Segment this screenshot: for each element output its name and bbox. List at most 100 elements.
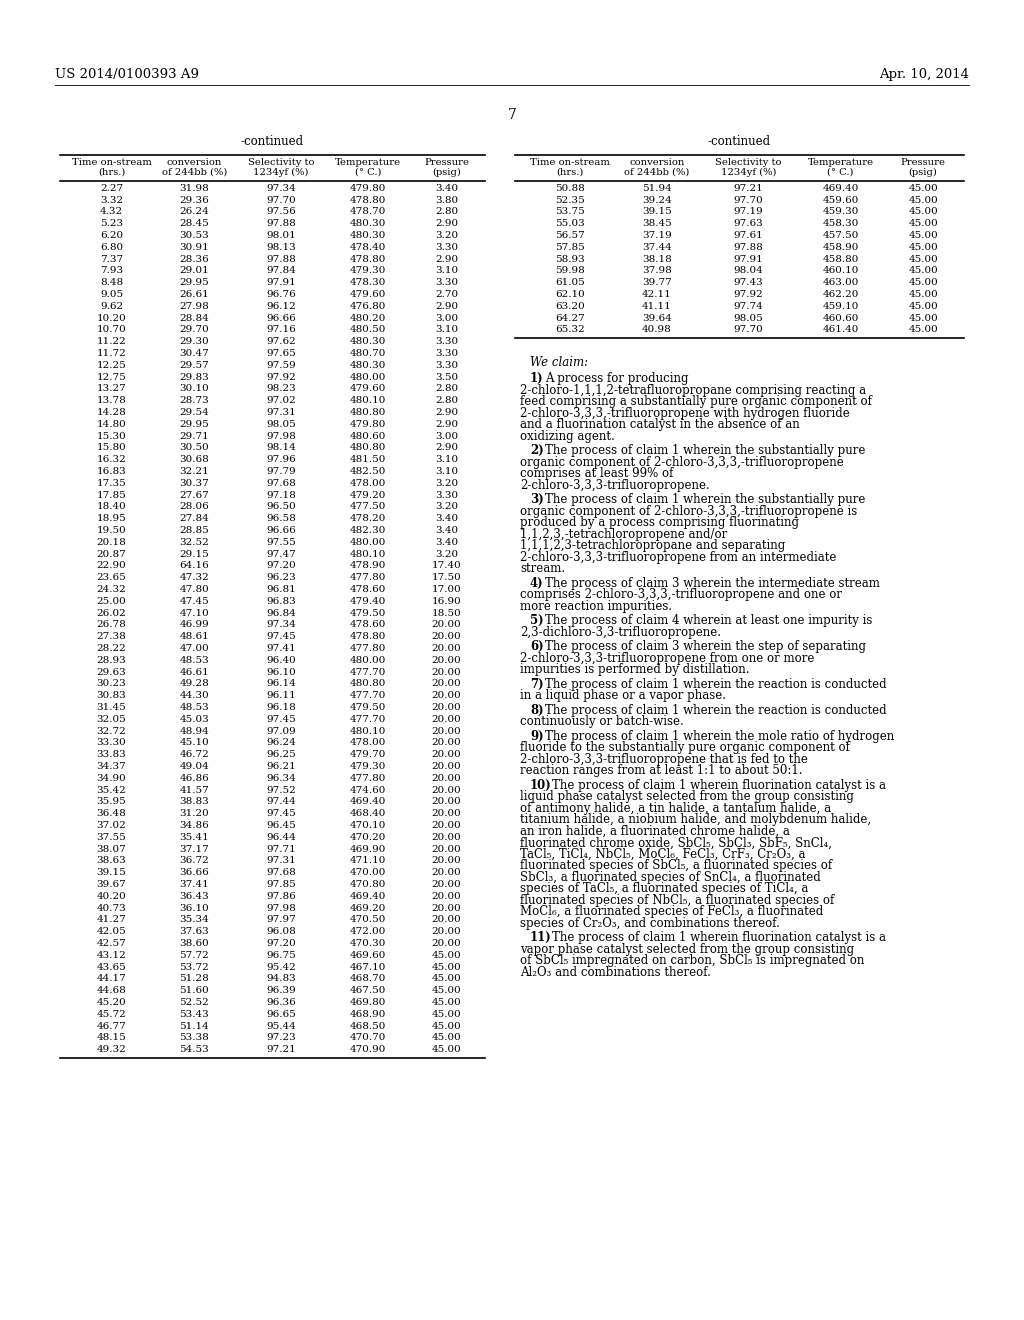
Text: 460.60: 460.60 <box>822 314 859 322</box>
Text: 96.34: 96.34 <box>266 774 296 783</box>
Text: 20.18: 20.18 <box>96 537 126 546</box>
Text: 480.80: 480.80 <box>350 444 386 453</box>
Text: 46.61: 46.61 <box>179 668 209 677</box>
Text: 97.62: 97.62 <box>266 337 296 346</box>
Text: 470.90: 470.90 <box>350 1045 386 1055</box>
Text: 27.84: 27.84 <box>179 515 209 523</box>
Text: 45.00: 45.00 <box>432 998 462 1007</box>
Text: 20.00: 20.00 <box>432 857 462 866</box>
Text: comprises 2-chloro-3,3,3,-trifluoropropene and one or: comprises 2-chloro-3,3,3,-trifluoroprope… <box>520 589 842 602</box>
Text: 48.53: 48.53 <box>179 704 209 711</box>
Text: 472.00: 472.00 <box>350 927 386 936</box>
Text: fluorinated chrome oxide, SbCl₅, SbCl₃, SbF₅, SnCl₄,: fluorinated chrome oxide, SbCl₅, SbCl₃, … <box>520 837 831 849</box>
Text: 17.40: 17.40 <box>432 561 462 570</box>
Text: 96.12: 96.12 <box>266 302 296 310</box>
Text: 64.16: 64.16 <box>179 561 209 570</box>
Text: 97.70: 97.70 <box>266 195 296 205</box>
Text: 458.30: 458.30 <box>822 219 859 228</box>
Text: 29.57: 29.57 <box>179 360 209 370</box>
Text: 31.98: 31.98 <box>179 183 209 193</box>
Text: 3.20: 3.20 <box>435 503 458 511</box>
Text: 39.24: 39.24 <box>642 195 672 205</box>
Text: 16.83: 16.83 <box>96 467 126 477</box>
Text: 48.94: 48.94 <box>179 726 209 735</box>
Text: 20.00: 20.00 <box>432 845 462 854</box>
Text: 479.70: 479.70 <box>350 750 386 759</box>
Text: 469.60: 469.60 <box>350 950 386 960</box>
Text: 12.75: 12.75 <box>96 372 126 381</box>
Text: 96.65: 96.65 <box>266 1010 296 1019</box>
Text: 97.68: 97.68 <box>266 479 296 488</box>
Text: 20.00: 20.00 <box>432 809 462 818</box>
Text: 13.27: 13.27 <box>96 384 126 393</box>
Text: 3.00: 3.00 <box>435 314 458 322</box>
Text: 5.23: 5.23 <box>100 219 123 228</box>
Text: 477.70: 477.70 <box>350 668 386 677</box>
Text: 5): 5) <box>530 614 544 627</box>
Text: 30.53: 30.53 <box>179 231 209 240</box>
Text: 97.31: 97.31 <box>266 408 296 417</box>
Text: 20.00: 20.00 <box>432 927 462 936</box>
Text: 2.27: 2.27 <box>100 183 123 193</box>
Text: 49.28: 49.28 <box>179 680 209 689</box>
Text: 96.75: 96.75 <box>266 950 296 960</box>
Text: 30.83: 30.83 <box>96 692 126 700</box>
Text: 28.84: 28.84 <box>179 314 209 322</box>
Text: 97.44: 97.44 <box>266 797 296 807</box>
Text: of 244bb (%): of 244bb (%) <box>625 168 689 177</box>
Text: in a liquid phase or a vapor phase.: in a liquid phase or a vapor phase. <box>520 689 726 702</box>
Text: 459.10: 459.10 <box>822 302 859 310</box>
Text: 57.72: 57.72 <box>179 950 209 960</box>
Text: 97.65: 97.65 <box>266 348 296 358</box>
Text: 478.30: 478.30 <box>350 279 386 288</box>
Text: 96.10: 96.10 <box>266 668 296 677</box>
Text: 57.85: 57.85 <box>555 243 585 252</box>
Text: 3.20: 3.20 <box>435 231 458 240</box>
Text: 27.98: 27.98 <box>179 302 209 310</box>
Text: 98.13: 98.13 <box>266 243 296 252</box>
Text: 478.40: 478.40 <box>350 243 386 252</box>
Text: 478.80: 478.80 <box>350 632 386 642</box>
Text: 20.00: 20.00 <box>432 892 462 900</box>
Text: 3.40: 3.40 <box>435 525 458 535</box>
Text: 479.60: 479.60 <box>350 384 386 393</box>
Text: more reaction impurities.: more reaction impurities. <box>520 599 672 612</box>
Text: The process of claim 1 wherein the reaction is conducted: The process of claim 1 wherein the react… <box>545 704 887 717</box>
Text: 29.54: 29.54 <box>179 408 209 417</box>
Text: 45.00: 45.00 <box>908 183 938 193</box>
Text: 45.00: 45.00 <box>908 219 938 228</box>
Text: 20.00: 20.00 <box>432 939 462 948</box>
Text: 63.20: 63.20 <box>555 302 585 310</box>
Text: 8.48: 8.48 <box>100 279 123 288</box>
Text: 16.90: 16.90 <box>432 597 462 606</box>
Text: 38.07: 38.07 <box>96 845 126 854</box>
Text: 470.80: 470.80 <box>350 880 386 888</box>
Text: 29.36: 29.36 <box>179 195 209 205</box>
Text: 97.56: 97.56 <box>266 207 296 216</box>
Text: oxidizing agent.: oxidizing agent. <box>520 430 614 444</box>
Text: 480.10: 480.10 <box>350 396 386 405</box>
Text: 37.02: 37.02 <box>96 821 126 830</box>
Text: 457.50: 457.50 <box>822 231 859 240</box>
Text: 45.72: 45.72 <box>96 1010 126 1019</box>
Text: 2): 2) <box>530 445 544 458</box>
Text: 2.70: 2.70 <box>435 290 458 300</box>
Text: 98.05: 98.05 <box>266 420 296 429</box>
Text: 3.10: 3.10 <box>435 326 458 334</box>
Text: 96.40: 96.40 <box>266 656 296 665</box>
Text: 96.44: 96.44 <box>266 833 296 842</box>
Text: species of Cr₂O₃, and combinations thereof.: species of Cr₂O₃, and combinations there… <box>520 917 780 929</box>
Text: 482.50: 482.50 <box>350 467 386 477</box>
Text: 97.45: 97.45 <box>266 715 296 723</box>
Text: 45.00: 45.00 <box>432 1045 462 1055</box>
Text: 9): 9) <box>530 730 544 743</box>
Text: 96.58: 96.58 <box>266 515 296 523</box>
Text: 49.04: 49.04 <box>179 762 209 771</box>
Text: 29.63: 29.63 <box>96 668 126 677</box>
Text: 20.00: 20.00 <box>432 726 462 735</box>
Text: impurities is performed by distillation.: impurities is performed by distillation. <box>520 664 750 676</box>
Text: 40.98: 40.98 <box>642 326 672 334</box>
Text: 96.81: 96.81 <box>266 585 296 594</box>
Text: 54.53: 54.53 <box>179 1045 209 1055</box>
Text: 478.80: 478.80 <box>350 195 386 205</box>
